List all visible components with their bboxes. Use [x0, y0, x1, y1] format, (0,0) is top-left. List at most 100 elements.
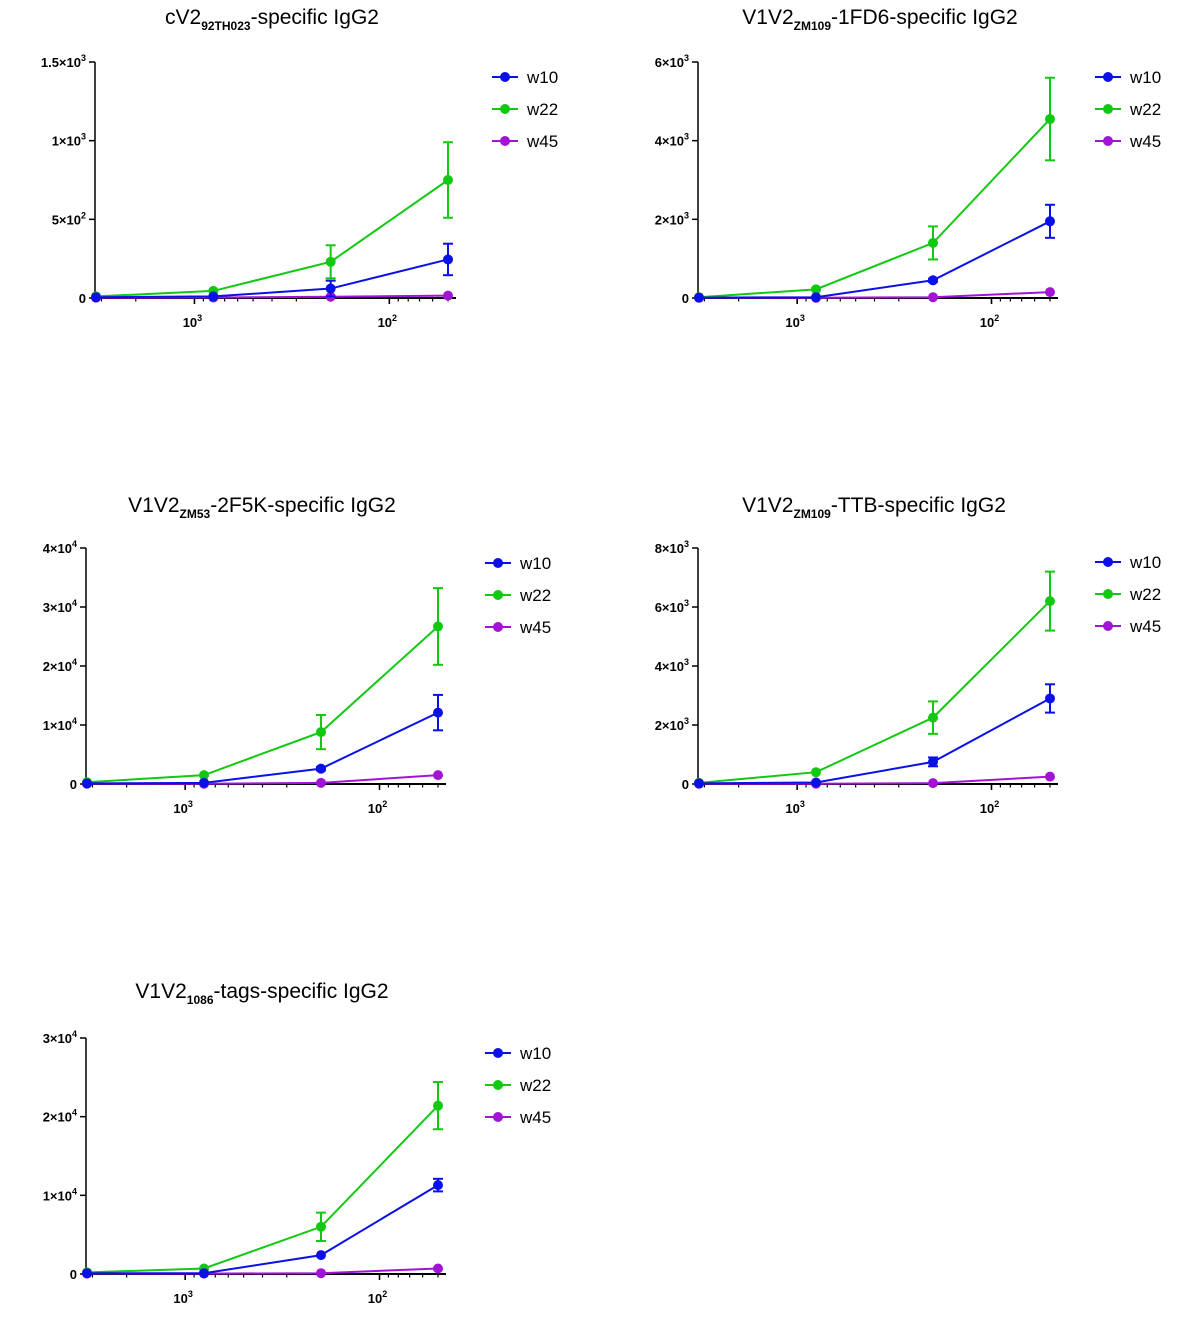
series-line-w10: [95, 258, 449, 299]
y-tick-label: 3×104: [43, 598, 77, 615]
x-tick-label: 103: [785, 313, 804, 330]
legend-label-w45: w45: [519, 1108, 551, 1127]
y-tick-label: 2×104: [43, 1108, 77, 1125]
data-point-w45: [928, 292, 938, 303]
x-tick-label: 102: [368, 1289, 387, 1306]
legend-label-w10: w10: [1129, 553, 1161, 572]
data-point-w10: [316, 1250, 326, 1261]
legend-label-w22: w22: [1129, 100, 1161, 119]
data-point-w22: [433, 1100, 443, 1111]
legend-label-w45: w45: [519, 618, 551, 637]
data-point-w45: [433, 770, 443, 781]
legend-label-w45: w45: [526, 132, 558, 151]
data-point-w10: [199, 777, 209, 788]
x-tick-label: 102: [980, 799, 999, 816]
data-point-w10: [82, 1268, 92, 1279]
data-point-w10: [91, 292, 101, 303]
y-tick-label: 3×104: [43, 1029, 77, 1046]
y-tick-label: 6×103: [655, 598, 689, 615]
y-tick-label: 0: [682, 291, 689, 306]
data-point-w45: [433, 1263, 443, 1274]
legend-marker-w45: [500, 136, 510, 146]
series-line-w10: [698, 220, 1051, 299]
data-point-w22: [325, 256, 336, 267]
y-tick-label: 6×103: [655, 53, 689, 70]
legend-marker-w22: [493, 1080, 503, 1090]
data-point-w45: [1045, 287, 1055, 298]
y-tick-label: 1×104: [43, 1186, 77, 1203]
data-point-w10: [694, 778, 704, 789]
data-point-w10: [433, 1180, 443, 1191]
data-point-w22: [1045, 596, 1055, 607]
data-point-w45: [1045, 771, 1055, 782]
chart-panel-4: V1V2ZM109-TTB-specific IgG2 0 2×103 4×103 6×…: [655, 494, 1162, 816]
data-point-w10: [443, 254, 453, 265]
y-tick-label: 2×103: [655, 210, 689, 227]
y-tick-label: 0: [79, 291, 86, 306]
data-point-w22: [316, 727, 326, 738]
data-point-w10: [199, 1268, 209, 1279]
data-point-w22: [1045, 114, 1055, 125]
chart-title: V1V2ZM109-1FD6-specific IgG2: [742, 6, 1017, 33]
data-point-w10: [694, 292, 704, 303]
chart-panel-3: V1V2ZM53-2F5K-specific IgG2 0 1×104 2×104 3×…: [43, 494, 552, 816]
data-point-w45: [316, 777, 326, 788]
legend-label-w45: w45: [1129, 132, 1161, 151]
legend-marker-w45: [493, 622, 503, 632]
data-point-w10: [1045, 216, 1055, 227]
data-point-w10: [316, 763, 326, 774]
data-point-w22: [928, 712, 938, 723]
data-point-w45: [443, 290, 453, 301]
legend-label-w10: w10: [519, 1044, 551, 1063]
legend-marker-w10: [1103, 557, 1113, 567]
y-tick-label: 8×103: [655, 539, 689, 556]
y-tick-label: 4×103: [655, 657, 689, 674]
data-point-w10: [82, 778, 92, 789]
y-tick-label: 5×102: [52, 210, 86, 227]
legend-label-w22: w22: [519, 1076, 551, 1095]
data-point-w10: [433, 707, 443, 718]
data-point-w10: [811, 292, 821, 303]
data-point-w10: [928, 275, 938, 286]
series-line-w22: [86, 625, 439, 784]
chart-panel-2: V1V2ZM109-1FD6-specific IgG2 0 2×103 4×103 6…: [655, 6, 1162, 330]
x-tick-label: 103: [785, 799, 804, 816]
legend-marker-w22: [1103, 589, 1113, 599]
y-tick-label: 4×103: [655, 132, 689, 149]
data-point-w10: [1045, 693, 1055, 704]
data-point-w10: [325, 283, 336, 294]
chart-panel-5: V1V21086-tags-specific IgG2 0 1×104 2×104 3×…: [43, 980, 552, 1306]
data-point-w22: [928, 237, 938, 248]
series-line-w22: [698, 118, 1051, 299]
chart-title: cV292TH023-specific IgG2: [165, 6, 379, 33]
legend-label-w22: w22: [1129, 585, 1161, 604]
legend-marker-w10: [493, 1048, 503, 1058]
legend-marker-w45: [1103, 136, 1113, 146]
x-tick-label: 102: [980, 313, 999, 330]
chart-title: V1V2ZM53-2F5K-specific IgG2: [128, 494, 396, 521]
legend-label-w45: w45: [1129, 617, 1161, 636]
legend-label-w10: w10: [526, 68, 558, 87]
data-point-w22: [199, 770, 209, 781]
legend-marker-w10: [493, 558, 503, 568]
data-point-w22: [433, 621, 443, 632]
y-tick-label: 2×103: [655, 716, 689, 733]
x-tick-label: 103: [173, 1289, 192, 1306]
x-tick-label: 102: [378, 313, 397, 330]
y-tick-label: 0: [70, 1267, 77, 1282]
y-tick-label: 1×103: [52, 132, 86, 149]
chart-title: V1V2ZM109-TTB-specific IgG2: [742, 494, 1006, 521]
chart-title: V1V21086-tags-specific IgG2: [135, 980, 388, 1007]
legend-marker-w10: [500, 72, 510, 82]
data-point-w10: [811, 777, 821, 788]
chart-panel-1: cV292TH023-specific IgG2 0 5×102 1×103 1.5×1…: [41, 6, 558, 330]
legend-label-w22: w22: [519, 586, 551, 605]
legend-label-w10: w10: [1129, 68, 1161, 87]
data-point-w22: [443, 175, 453, 185]
y-tick-label: 0: [682, 777, 689, 792]
series-line-w10: [87, 1184, 439, 1275]
data-point-w10: [208, 291, 219, 302]
series-line-w10: [86, 711, 439, 785]
legend-label-w22: w22: [526, 100, 558, 119]
